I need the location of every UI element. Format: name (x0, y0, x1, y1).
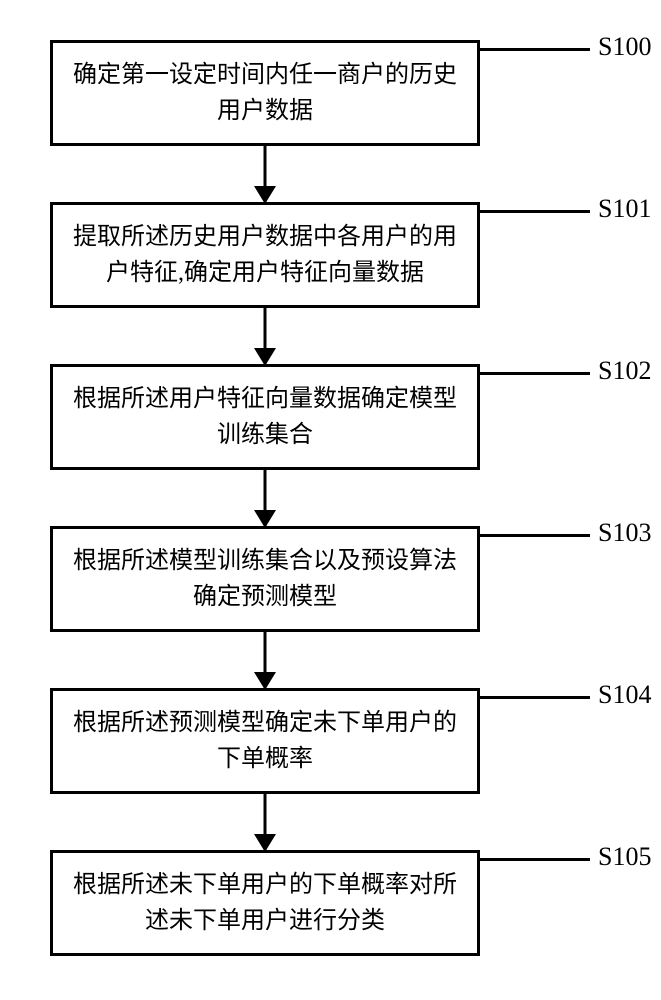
flowchart-container: 确定第一设定时间内任一商户的历史用户数据 S100 提取所述历史用户数据中各用户… (50, 40, 610, 956)
step-label-s101: S101 (598, 194, 651, 224)
connector-arrow (50, 470, 480, 526)
step-label-s105: S105 (598, 842, 651, 872)
connector-arrow (50, 794, 480, 850)
step-row: 提取所述历史用户数据中各用户的用户特征,确定用户特征向量数据 S101 (50, 202, 610, 308)
step-box-s104: 根据所述预测模型确定未下单用户的下单概率 (50, 688, 480, 794)
step-label-s100: S100 (598, 32, 651, 62)
step-box-s100: 确定第一设定时间内任一商户的历史用户数据 (50, 40, 480, 146)
step-row: 根据所述预测模型确定未下单用户的下单概率 S104 (50, 688, 610, 794)
label-connector-line (480, 48, 590, 51)
label-connector-line (480, 210, 590, 213)
step-box-s101: 提取所述历史用户数据中各用户的用户特征,确定用户特征向量数据 (50, 202, 480, 308)
label-connector-line (480, 696, 590, 699)
step-text: 根据所述模型训练集合以及预设算法确定预测模型 (73, 548, 457, 610)
step-row: 根据所述用户特征向量数据确定模型训练集合 S102 (50, 364, 610, 470)
step-box-s103: 根据所述模型训练集合以及预设算法确定预测模型 (50, 526, 480, 632)
step-row: 确定第一设定时间内任一商户的历史用户数据 S100 (50, 40, 610, 146)
step-text: 提取所述历史用户数据中各用户的用户特征,确定用户特征向量数据 (73, 224, 457, 286)
step-text: 根据所述预测模型确定未下单用户的下单概率 (73, 710, 457, 772)
step-box-s105: 根据所述未下单用户的下单概率对所述未下单用户进行分类 (50, 850, 480, 956)
step-label-s102: S102 (598, 356, 651, 386)
connector-arrow (50, 308, 480, 364)
step-text: 根据所述未下单用户的下单概率对所述未下单用户进行分类 (73, 872, 457, 934)
step-row: 根据所述未下单用户的下单概率对所述未下单用户进行分类 S105 (50, 850, 610, 956)
label-connector-line (480, 534, 590, 537)
step-row: 根据所述模型训练集合以及预设算法确定预测模型 S103 (50, 526, 610, 632)
connector-arrow (50, 146, 480, 202)
step-text: 确定第一设定时间内任一商户的历史用户数据 (73, 62, 457, 124)
connector-arrow (50, 632, 480, 688)
step-label-s104: S104 (598, 680, 651, 710)
step-box-s102: 根据所述用户特征向量数据确定模型训练集合 (50, 364, 480, 470)
label-connector-line (480, 372, 590, 375)
step-text: 根据所述用户特征向量数据确定模型训练集合 (73, 386, 457, 448)
label-connector-line (480, 858, 590, 861)
step-label-s103: S103 (598, 518, 651, 548)
